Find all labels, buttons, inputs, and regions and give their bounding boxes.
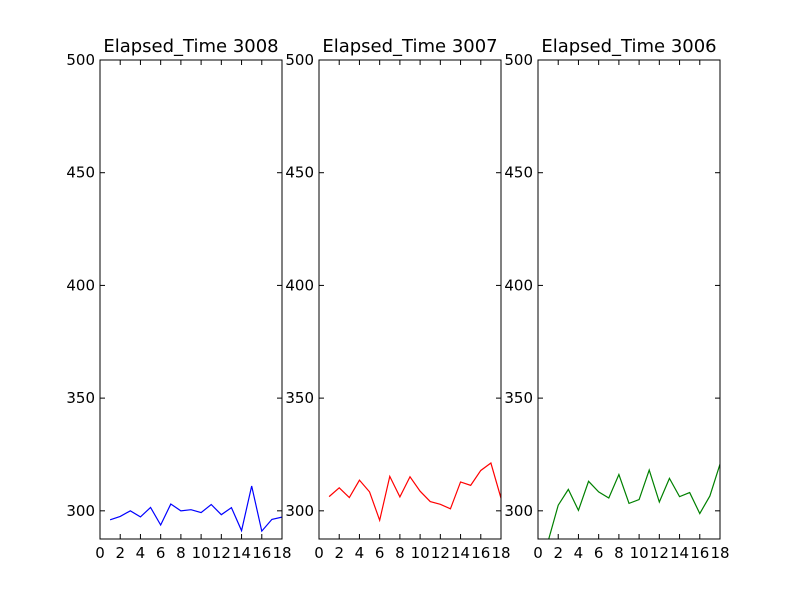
x-tick-label: 16 [690, 544, 709, 562]
x-tick-label: 4 [355, 544, 365, 562]
y-tick-label: 500 [66, 51, 95, 69]
x-tick-label: 0 [314, 544, 324, 562]
x-tick-label: 12 [650, 544, 669, 562]
x-tick-label: 14 [670, 544, 689, 562]
x-tick-label: 10 [192, 544, 211, 562]
x-tick-label: 16 [471, 544, 490, 562]
y-tick-label: 400 [504, 276, 533, 294]
y-tick-label: 300 [285, 502, 314, 520]
x-tick-label: 4 [136, 544, 146, 562]
x-tick-label: 14 [451, 544, 470, 562]
y-tick-label: 450 [504, 164, 533, 182]
y-tick-label: 400 [66, 276, 95, 294]
series-line [109, 485, 282, 533]
axes-frame [318, 59, 502, 540]
x-tick-label: 18 [710, 544, 729, 562]
y-tick-label: 350 [285, 389, 314, 407]
x-tick-label: 0 [533, 544, 543, 562]
y-tick-label: 400 [285, 276, 314, 294]
x-tick-label: 6 [156, 544, 166, 562]
series-line [548, 463, 720, 539]
x-tick-label: 8 [614, 544, 624, 562]
x-tick-label: 6 [375, 544, 385, 562]
x-tick-label: 4 [574, 544, 584, 562]
x-tick-label: 0 [95, 544, 105, 562]
y-tick-label: 350 [504, 389, 533, 407]
subplot-title: Elapsed_Time 3008 [103, 36, 278, 57]
axes-frame [99, 59, 283, 540]
x-tick-label: 12 [431, 544, 450, 562]
series-line [328, 462, 501, 523]
x-tick-label: 8 [176, 544, 186, 562]
x-tick-label: 18 [491, 544, 510, 562]
x-tick-label: 14 [232, 544, 251, 562]
subplot-3008: 0 2 4 6 8 10 12 14 16 18 300 350 400 450 500 Elapsed_Ti… [66, 36, 291, 562]
x-tick-label: 16 [252, 544, 271, 562]
x-tick-label: 2 [334, 544, 344, 562]
y-tick-label: 450 [285, 164, 314, 182]
x-tick-label: 12 [212, 544, 231, 562]
x-tick-label: 10 [411, 544, 430, 562]
y-tick-label: 500 [504, 51, 533, 69]
axes-frame [537, 59, 721, 540]
x-tick-label: 6 [594, 544, 604, 562]
y-tick-label: 300 [66, 502, 95, 520]
x-tick-label: 8 [395, 544, 405, 562]
y-tick-label: 450 [66, 164, 95, 182]
subplot-3006: 0 2 4 6 8 10 12 14 16 18 300 350 400 450 500 Elapsed_Ti… [504, 36, 729, 562]
x-tick-label: 2 [115, 544, 125, 562]
subplot-title: Elapsed_Time 3007 [322, 36, 497, 57]
y-tick-label: 350 [66, 389, 95, 407]
x-tick-label: 10 [630, 544, 649, 562]
subplot-title: Elapsed_Time 3006 [541, 36, 716, 57]
subplot-3007: 0 2 4 6 8 10 12 14 16 18 300 350 400 450 500 Elapsed_Ti… [285, 36, 510, 562]
y-tick-label: 500 [285, 51, 314, 69]
y-tick-label: 300 [504, 502, 533, 520]
x-tick-label: 18 [272, 544, 291, 562]
x-tick-label: 2 [553, 544, 563, 562]
